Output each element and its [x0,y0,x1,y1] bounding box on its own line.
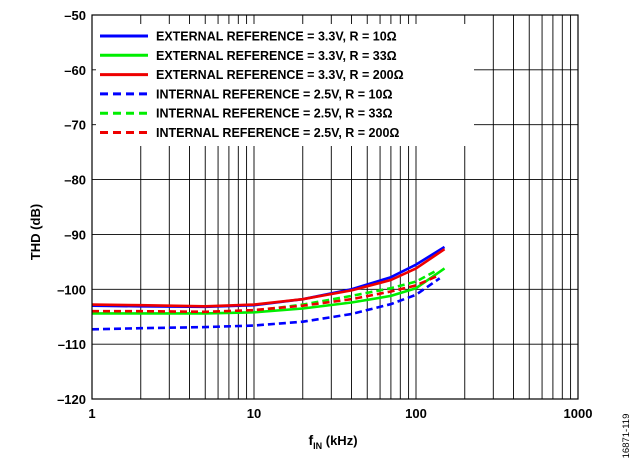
plot-frame [91,14,579,400]
x-tick-labels: 1 10 100 1000 [88,406,592,421]
legend-label-5: INTERNAL REFERENCE = 2.5V, R = 33Ω [156,107,393,121]
legend-label-4: INTERNAL REFERENCE = 2.5V, R = 10Ω [156,87,393,101]
legend-background [96,24,474,146]
y-tick-label: –80 [64,173,86,188]
legend-label-2: EXTERNAL REFERENCE = 3.3V, R = 33Ω [156,49,397,63]
x-axis-label-unit: (kHz) [322,433,357,448]
legend-label-1: EXTERNAL REFERENCE = 3.3V, R = 10Ω [156,30,397,44]
legend-label-6: INTERNAL REFERENCE = 2.5V, R = 200Ω [156,126,399,140]
series-line-6 [92,273,441,314]
y-tick-label: –120 [57,392,86,407]
y-tick-label: –100 [57,282,86,297]
x-axis-label: fIN (kHz) [308,432,357,451]
x-tick-label: 10 [247,406,261,421]
legend-label-3: EXTERNAL REFERENCE = 3.3V, R = 200Ω [156,68,404,82]
x-axis-label-main: f [308,432,313,448]
series-line-4 [91,277,441,331]
y-tick-label: –50 [64,8,86,23]
series-lines [91,245,446,331]
series-line-3 [91,248,446,308]
y-tick-label: –60 [64,63,86,78]
series-line-1 [91,245,446,309]
y-tick-label: –70 [64,118,86,133]
x-tick-label: 100 [405,406,427,421]
y-tick-labels: –50 –60 –70 –80 –90 –100 –110 –120 [57,8,86,407]
y-axis-label: THD (dB) [28,204,43,260]
y-tick-label: –90 [64,227,86,242]
x-tick-label: 1 [88,406,95,421]
x-axis-label-subscript: IN [313,441,322,451]
x-tick-label: 1000 [564,406,593,421]
legend: EXTERNAL REFERENCE = 3.3V, R = 10Ω EXTERN… [100,30,404,140]
figure-id-label: 16871-119 [621,414,632,459]
y-tick-label: –110 [58,337,86,352]
